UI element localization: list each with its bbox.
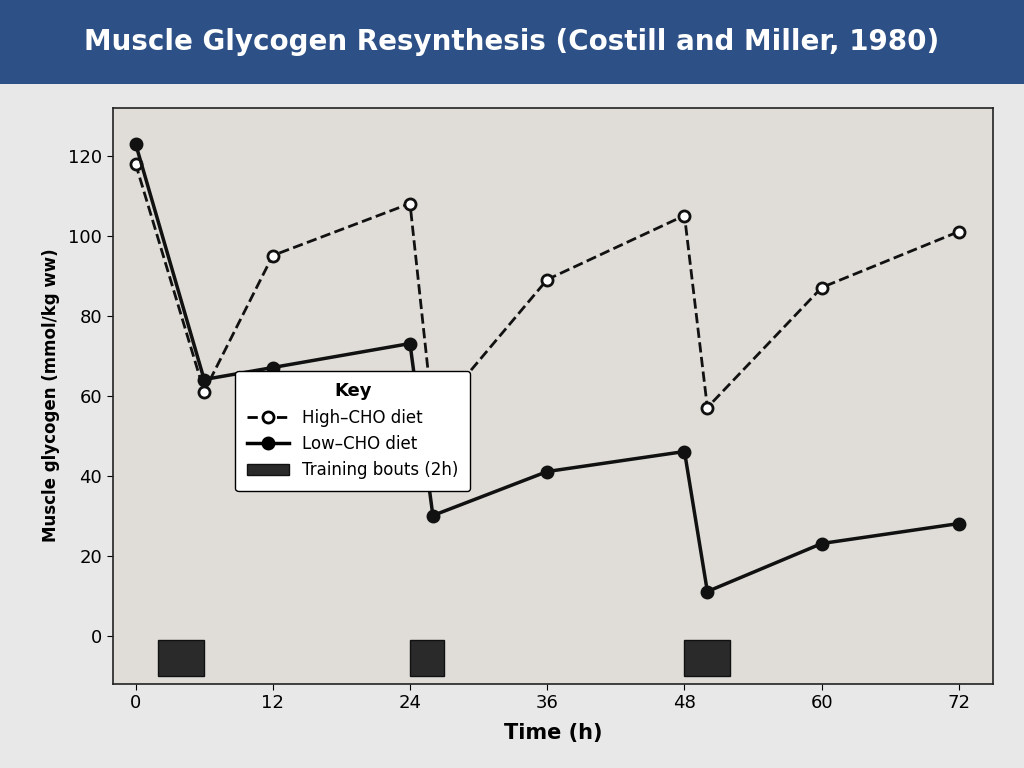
Text: Muscle Glycogen Resynthesis (Costill and Miller, 1980): Muscle Glycogen Resynthesis (Costill and… — [84, 28, 940, 56]
Bar — [159, 640, 204, 676]
Legend: High–CHO diet, Low–CHO diet, Training bouts (2h): High–CHO diet, Low–CHO diet, Training bo… — [236, 370, 470, 491]
Bar — [684, 640, 730, 676]
Y-axis label: Muscle glycogen (mmol/kg ww): Muscle glycogen (mmol/kg ww) — [42, 249, 59, 542]
Bar — [410, 640, 444, 676]
X-axis label: Time (h): Time (h) — [504, 723, 602, 743]
